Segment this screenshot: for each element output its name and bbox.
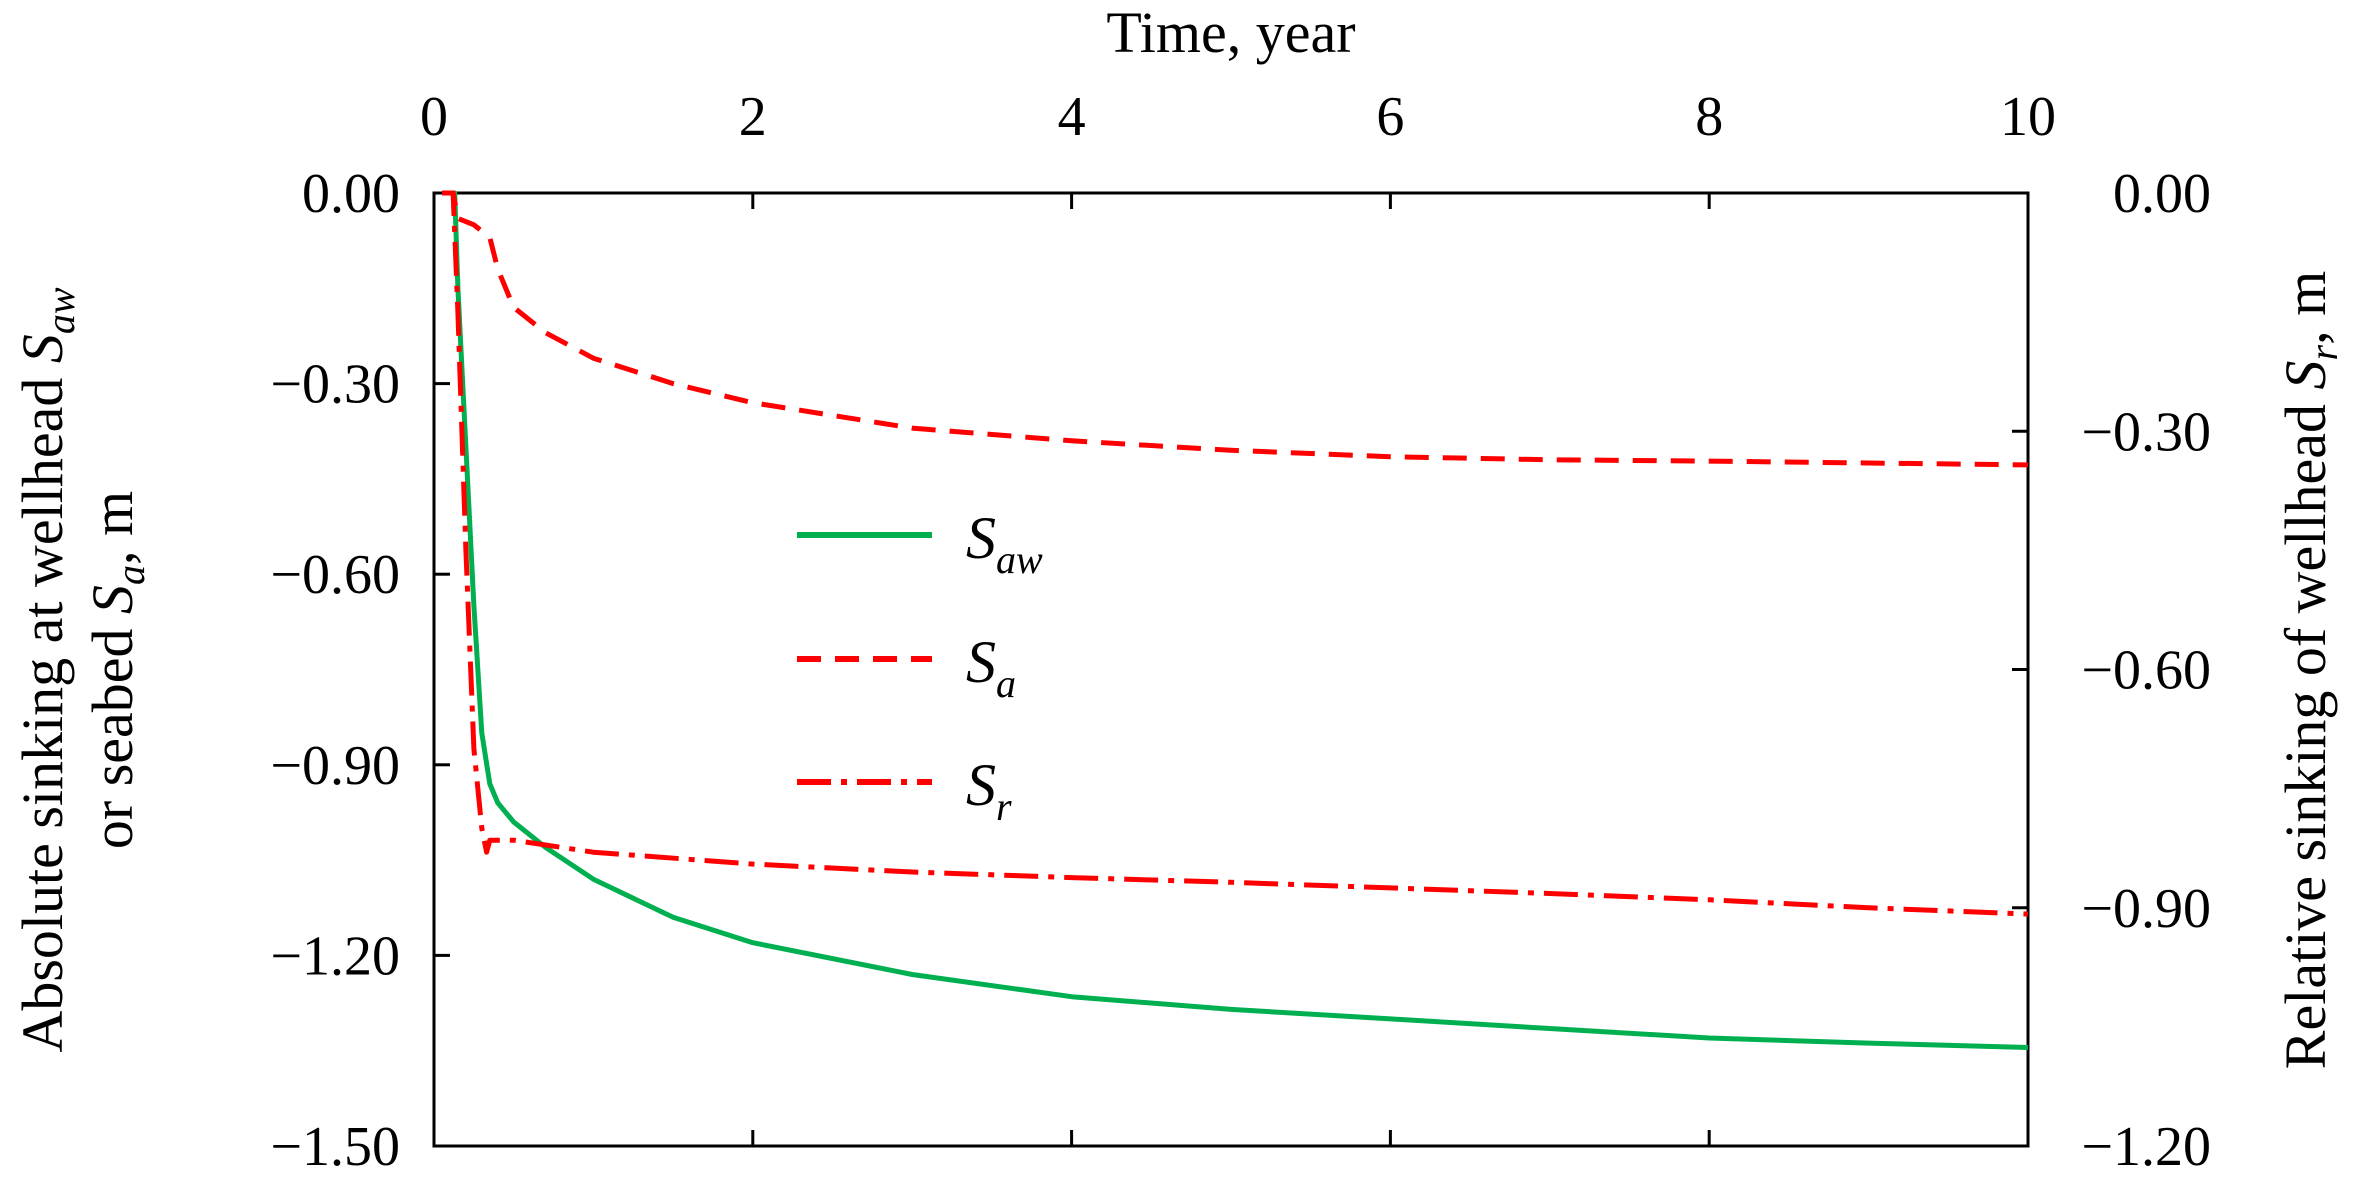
left-axis-title-symbol-a: S (80, 585, 145, 614)
x-tick-label: 4 (1058, 86, 1086, 148)
right-axis-title-unit: , m (2273, 271, 2338, 345)
left-tick-label: −1.20 (270, 925, 400, 987)
left-tick-label: −0.60 (270, 544, 400, 606)
right-axis-title-sub: r (2301, 344, 2346, 360)
left-axis-title: Absolute sinking at wellhead Saw or seab… (10, 287, 153, 1052)
series-layer (442, 190, 2029, 1050)
left-axis-ticks: 0.00 −0.30 −0.60 −0.90 −1.20 −1.50 (270, 163, 450, 1178)
x-axis-title: Time, year (1106, 0, 1355, 65)
svg-text:or seabed Sa, m: or seabed Sa, m (80, 491, 153, 849)
svg-text:Relative sinking of wellhead S: Relative sinking of wellhead Sr, m (2273, 271, 2346, 1069)
x-tick-label: 2 (739, 86, 767, 148)
right-axis-title: Relative sinking of wellhead Sr, m (2273, 271, 2346, 1069)
x-tick-label: 0 (420, 86, 448, 148)
x-axis-ticks: 0 2 4 6 8 10 (420, 86, 2056, 1146)
left-axis-title-line1: Absolute sinking at wellhead (10, 363, 75, 1052)
left-tick-label: −0.90 (270, 735, 400, 797)
legend-label-sa: Sa (966, 629, 1016, 706)
left-axis-title-symbol-aw: S (10, 334, 75, 363)
legend-label-sr: Sr (966, 752, 1012, 829)
right-axis-title-symbol: S (2273, 360, 2338, 389)
right-tick-label: −0.90 (2081, 878, 2211, 940)
left-axis-title-line2: or seabed (80, 614, 145, 849)
series-line-s-a (442, 190, 2029, 468)
x-tick-label: 10 (2000, 86, 2056, 148)
legend-label-saw: Saw (966, 505, 1043, 582)
x-tick-label: 6 (1376, 86, 1404, 148)
plot-area-frame (432, 191, 2030, 1148)
x-tick-label: 8 (1695, 86, 1723, 148)
left-axis-title-sub-aw: aw (38, 287, 83, 334)
legend: Saw Sa Sr (797, 505, 1043, 829)
right-axis-title-text: Relative sinking of wellhead (2273, 389, 2338, 1069)
left-tick-label: 0.00 (302, 163, 400, 225)
right-tick-label: −0.60 (2081, 640, 2211, 702)
left-tick-label: −0.30 (270, 354, 400, 416)
right-tick-label: 0.00 (2113, 163, 2211, 225)
svg-text:Absolute sinking at wellhead S: Absolute sinking at wellhead Saw (10, 287, 83, 1052)
right-tick-label: −1.20 (2081, 1116, 2211, 1178)
right-tick-label: −0.30 (2081, 401, 2211, 463)
series-line-s-aw (442, 190, 2029, 1050)
series-line-s-r (442, 190, 2029, 917)
right-axis-ticks: 0.00 −0.30 −0.60 −0.90 −1.20 (2012, 163, 2211, 1178)
left-axis-title-sub-a: a (108, 565, 153, 585)
left-axis-title-unit: , m (80, 491, 145, 565)
left-tick-label: −1.50 (270, 1116, 400, 1178)
